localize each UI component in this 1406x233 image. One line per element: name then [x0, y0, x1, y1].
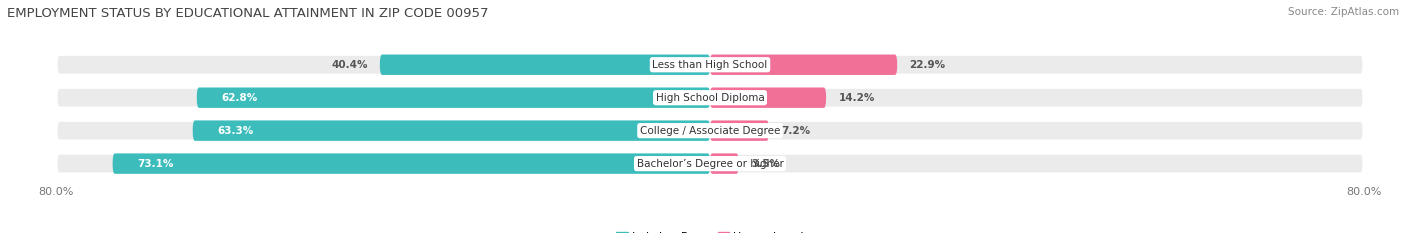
Text: EMPLOYMENT STATUS BY EDUCATIONAL ATTAINMENT IN ZIP CODE 00957: EMPLOYMENT STATUS BY EDUCATIONAL ATTAINM…: [7, 7, 488, 20]
Legend: In Labor Force, Unemployed: In Labor Force, Unemployed: [612, 227, 808, 233]
FancyBboxPatch shape: [710, 87, 827, 108]
FancyBboxPatch shape: [710, 55, 897, 75]
Text: Less than High School: Less than High School: [652, 60, 768, 70]
FancyBboxPatch shape: [710, 153, 738, 174]
Text: Bachelor’s Degree or higher: Bachelor’s Degree or higher: [637, 159, 783, 169]
Text: 7.2%: 7.2%: [782, 126, 810, 136]
FancyBboxPatch shape: [197, 87, 710, 108]
Text: 40.4%: 40.4%: [330, 60, 367, 70]
Text: College / Associate Degree: College / Associate Degree: [640, 126, 780, 136]
Text: 62.8%: 62.8%: [221, 93, 257, 103]
Text: 3.5%: 3.5%: [751, 159, 780, 169]
FancyBboxPatch shape: [710, 120, 769, 141]
FancyBboxPatch shape: [56, 55, 1364, 75]
FancyBboxPatch shape: [56, 153, 1364, 174]
Text: 14.2%: 14.2%: [838, 93, 875, 103]
FancyBboxPatch shape: [380, 55, 710, 75]
Text: 73.1%: 73.1%: [138, 159, 173, 169]
FancyBboxPatch shape: [193, 120, 710, 141]
Text: 63.3%: 63.3%: [218, 126, 253, 136]
Text: High School Diploma: High School Diploma: [655, 93, 765, 103]
FancyBboxPatch shape: [56, 120, 1364, 141]
FancyBboxPatch shape: [112, 153, 710, 174]
Text: 22.9%: 22.9%: [910, 60, 946, 70]
FancyBboxPatch shape: [56, 87, 1364, 108]
Text: Source: ZipAtlas.com: Source: ZipAtlas.com: [1288, 7, 1399, 17]
